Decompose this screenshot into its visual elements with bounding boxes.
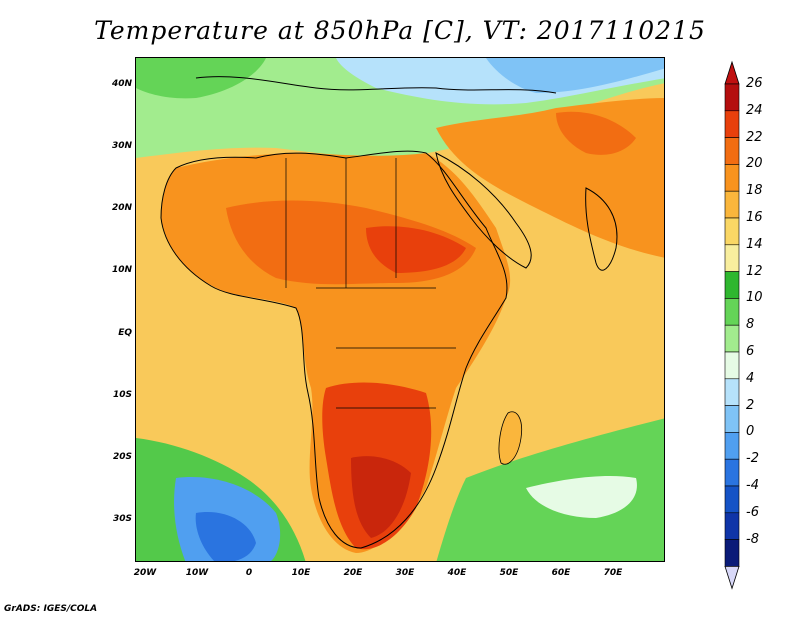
lon-tick: 30E [395,568,415,578]
colorbar-label: 22 [746,129,763,145]
colorbar-top-arrow [724,60,740,85]
colorbar-label: 18 [746,183,763,199]
lon-tick: 60E [551,568,571,578]
colorbar-label: 2 [746,397,755,413]
lat-tick: 20S [112,452,132,462]
colorbar-swatch [724,190,740,219]
colorbar-swatch [724,485,740,514]
lat-tick: 10N [111,265,132,275]
arabia-coastline [435,152,532,269]
colorbar-swatch [724,512,740,540]
colorbar-label: 20 [746,156,763,172]
colorbar-swatch [724,324,740,353]
north-deep-blue-region [486,58,664,93]
south-atlantic-deep-blue-region [195,512,256,561]
colorbar-label: -2 [746,451,759,467]
africa-coastline [160,150,508,549]
india-coastline [585,187,618,271]
country-borders [285,158,456,409]
colorbar-label: 14 [746,236,763,252]
temperature-map [135,57,665,562]
iran-hot-region [556,111,636,155]
lat-tick: 10S [112,390,132,400]
sudan-hot-core [366,226,466,273]
colorbar-label: 8 [746,317,755,333]
map-canvas [136,58,664,561]
madagascar-island [498,411,523,465]
lon-tick: 50E [499,568,519,578]
lat-tick: 30S [112,514,132,524]
colorbar-label: 0 [746,424,755,440]
colorbar-swatch [724,405,740,433]
lon-tick: 70E [603,568,623,578]
colorbar-label: 12 [746,263,763,279]
colorbar-swatch [724,244,740,272]
lon-tick: 20W [133,568,157,578]
europe-coastline [195,76,557,94]
lat-tick: 30N [111,141,132,151]
lon-tick: 10E [291,568,311,578]
colorbar-label: -6 [746,504,759,520]
lat-tick: 40N [111,79,132,89]
colorbar-swatch [724,164,740,192]
colorbar-swatch [724,351,740,380]
lat-tick: 20N [111,203,132,213]
colorbar-label: 4 [746,370,755,386]
colorbar-label: 10 [746,290,763,306]
colorbar-swatch [724,110,740,138]
south-indian-pale-region [526,476,637,518]
colorbar-swatch [724,271,740,299]
colorbar-label: -4 [746,478,759,493]
colorbar-swatch [724,432,740,460]
northwest-green-region [136,58,266,99]
colorbar-label: 6 [746,344,755,359]
colorbar-swatch [724,298,740,326]
colorbar-swatch [724,83,740,112]
lon-tick: 0 [245,568,253,578]
lat-tick: EQ [118,328,132,338]
colorbar-swatch [724,378,740,406]
colorbar-swatch [724,458,740,487]
colorbar-label: 26 [746,76,763,91]
colorbar-swatch [724,539,740,567]
map-title: Temperature at 850hPa [C], VT: 201711021… [94,16,706,45]
lon-tick: 20E [343,568,363,578]
colorbar-swatch [724,137,740,165]
colorbar-bottom-arrow [724,566,740,590]
grads-credit: GrADS: IGES/COLA [4,604,98,614]
colorbar-swatch [724,217,740,246]
lon-tick: 10W [185,568,209,578]
kalahari-hot-core [351,456,411,538]
colorbar-label: -8 [746,531,759,547]
colorbar-label: 16 [746,210,763,225]
colorbar-label: 24 [746,102,763,118]
lon-tick: 40E [447,568,467,578]
